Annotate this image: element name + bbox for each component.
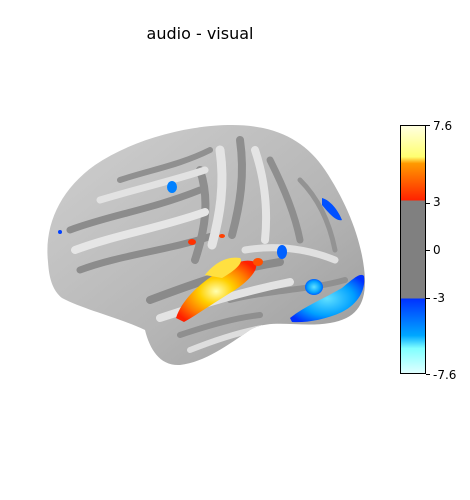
hemisphere <box>47 125 365 366</box>
colorbar-tick-label: 3 <box>433 195 441 209</box>
colorbar <box>400 125 426 374</box>
figure-title: audio - visual <box>146 24 254 43</box>
colorbar-tick-label: -7.6 <box>433 368 457 382</box>
colorbar-tick-mark <box>426 203 430 204</box>
colorbar-tick-label: -3 <box>433 291 445 305</box>
colorbar-tick-mark <box>426 125 430 126</box>
positive-activation-cluster <box>176 234 263 322</box>
negative-activation-cluster <box>58 181 365 323</box>
colorbar-tick-mark <box>426 374 430 375</box>
colorbar-tick-mark <box>426 298 430 299</box>
colorbar-tick-label: 7.6 <box>433 119 453 133</box>
colorbar-tick-mark <box>426 250 430 251</box>
colorbar-tick-label: 0 <box>433 243 441 257</box>
